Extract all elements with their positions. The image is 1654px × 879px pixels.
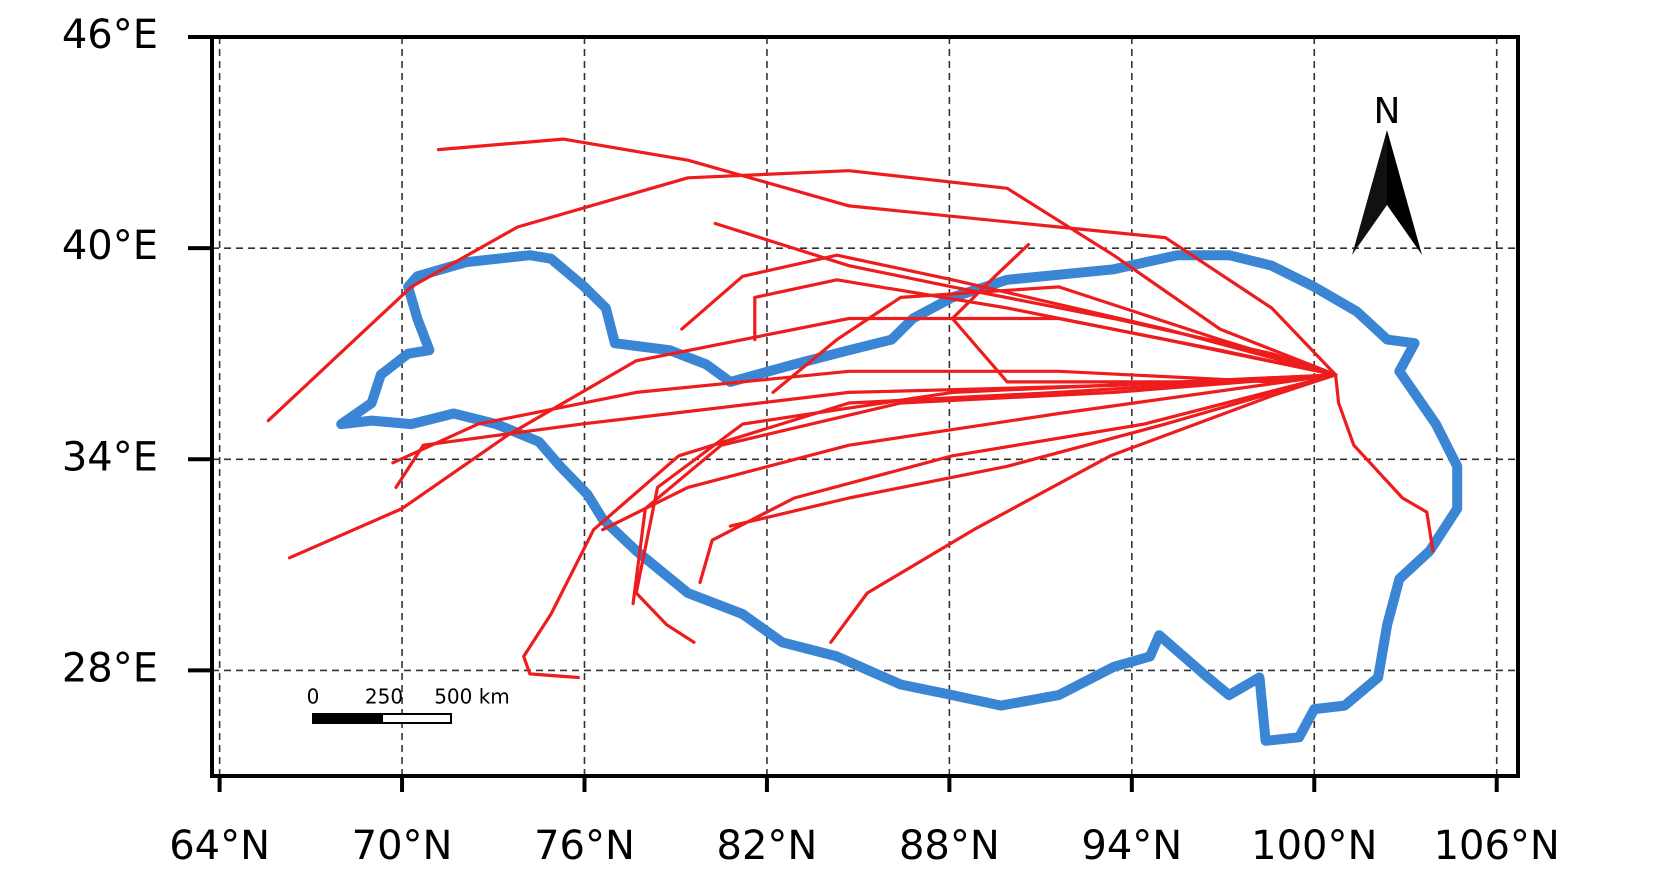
- trajectory: [698, 373, 1338, 585]
- y-tick-label: 34°E: [62, 434, 158, 480]
- x-tick-label: 70°N: [352, 823, 453, 869]
- trajectory: [728, 373, 1338, 528]
- scale-label: 500 km: [434, 685, 510, 709]
- y-tick-label: 40°E: [62, 223, 158, 269]
- trajectory: [436, 137, 1338, 377]
- trajectory: [266, 169, 1338, 423]
- trajectory: [829, 373, 1338, 644]
- trajectory: [601, 373, 1338, 532]
- y-tick-label: 28°E: [62, 645, 158, 691]
- trajectory: [522, 373, 1338, 680]
- scale-label: 250: [365, 685, 403, 709]
- north-arrow-left: [1352, 130, 1387, 255]
- boundary: [336, 250, 1463, 746]
- trajectory: [634, 373, 1338, 644]
- trajectory: [950, 243, 1338, 384]
- x-tick-label: 76°N: [534, 823, 635, 869]
- x-tick-label: 82°N: [717, 823, 818, 869]
- x-tick-label: 100°N: [1251, 823, 1377, 869]
- plot: 64°N 70°N 76°N 82°N 88°N 94°N 100°N 106°N 28°E 34…: [62, 12, 1560, 869]
- trajectory: [394, 373, 1338, 489]
- trajectory: [1334, 373, 1435, 553]
- scale-label: 0: [307, 685, 320, 709]
- y-tick-label: 46°E: [62, 12, 158, 58]
- x-tick-label: 94°N: [1081, 823, 1182, 869]
- north-arrow-right: [1387, 130, 1422, 255]
- x-tick-label: 88°N: [899, 823, 1000, 869]
- frame: [210, 35, 1520, 778]
- trajectory: [680, 253, 1338, 377]
- north-arrow: N: [1352, 91, 1422, 255]
- trajectory: [753, 278, 1338, 377]
- trajectory: [631, 373, 1338, 606]
- north-label: N: [1374, 91, 1401, 132]
- x-tick-label: 64°N: [169, 823, 270, 869]
- x-tick-label: 106°N: [1434, 823, 1560, 869]
- trajectory: [391, 369, 1338, 465]
- scale-bar-black: [312, 713, 383, 724]
- scale-bar-white: [381, 713, 452, 724]
- scale-bar: 0 250 500 km: [307, 685, 510, 724]
